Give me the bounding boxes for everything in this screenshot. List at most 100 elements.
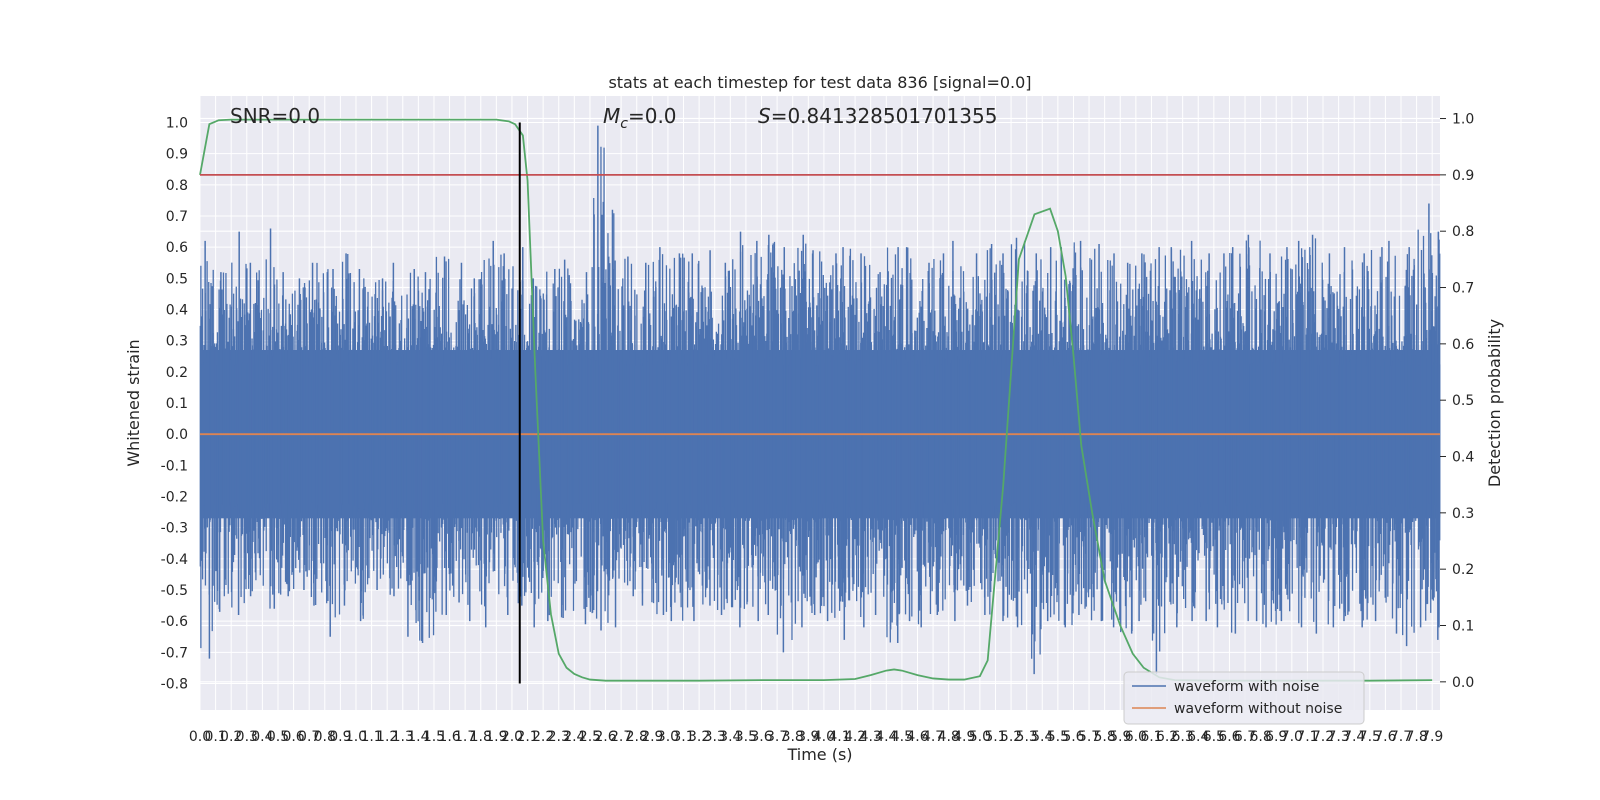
x-tick-label: 5.2 [1000,729,1022,745]
x-tick-label: 3.4 [719,729,741,745]
y-tick-label-right: 1.0 [1452,112,1474,128]
y-tick-label-right: 0.4 [1452,450,1474,466]
y-tick-label-left: 0.0 [166,427,188,443]
x-tick-label: 3.1 [672,729,694,745]
x-tick-label: 5.4 [1031,729,1053,745]
plot-area [199,118,1441,684]
y-tick-label-right: 0.3 [1452,506,1474,522]
legend-label-clean: waveform without noise [1174,701,1342,717]
x-tick-label: 4.3 [860,729,882,745]
s-value: =0.841328501701355 [771,104,998,128]
x-tick-label: 4.9 [953,729,975,745]
x-tick-label: 2.9 [641,729,663,745]
x-tick-label: 5.0 [969,729,991,745]
x-tick-label: 6.9 [1265,729,1287,745]
x-tick-label: 2.7 [610,729,632,745]
y-tick-label-left: -0.3 [161,521,188,537]
y-axis-left-ticks: -0.8 -0.7 -0.6 -0.5 -0.4 -0.3 -0.2 -0.1 0.0 0.1 0.… [161,115,188,692]
legend-label-noise: waveform with noise [1174,679,1319,695]
x-tick-label: 5.8 [1094,729,1116,745]
y-tick-label-left: 0.5 [166,271,188,287]
x-tick-label: 7.1 [1296,729,1318,745]
y-tick-label-right: 0.7 [1452,281,1474,297]
x-tick-label: 4.8 [938,729,960,745]
series-waveform-with-noise [199,125,1441,675]
y-axis-left-label: Whitened strain [124,339,143,466]
x-tick-label: 5.3 [1016,729,1038,745]
x-tick-label: 7.9 [1421,729,1443,745]
x-tick-label: 0.0 [189,729,211,745]
x-tick-label: 1.2 [376,729,398,745]
y-tick-label-left: 0.1 [166,396,188,412]
x-tick-label: 5.6 [1062,729,1084,745]
x-tick-label: 7.0 [1281,729,1303,745]
x-tick-label: 1.0 [345,729,367,745]
x-tick-label: 3.3 [704,729,726,745]
y-tick-label-right: 0.8 [1452,224,1474,240]
x-tick-label: 7.6 [1374,729,1396,745]
x-tick-label: 4.0 [813,729,835,745]
x-tick-label: 3.8 [782,729,804,745]
y-tick-label-left: 1.0 [166,115,188,131]
x-tick-label: 1.1 [360,729,382,745]
y-tick-label-left: 0.7 [166,209,188,225]
chart-title: stats at each timestep for test data 836… [608,73,1031,92]
s-symbol: S [758,104,771,128]
y-tick-label-right: 0.1 [1452,619,1474,635]
x-tick-label: 1.6 [438,729,460,745]
y-axis-right-ticks: 0.0 0.1 0.2 0.3 0.4 0.5 0.6 0.7 0.8 0.9 1.0 [1440,112,1474,691]
x-tick-label: 7.2 [1312,729,1334,745]
x-tick-label: 5.9 [1109,729,1131,745]
x-tick-label: 2.4 [563,729,585,745]
s-annotation: S=0.841328501701355 [758,104,997,128]
legend-box [1123,671,1365,725]
x-tick-label: 3.0 [657,729,679,745]
y-tick-label-left: -0.2 [161,490,188,506]
x-tick-label: 6.5 [1203,729,1225,745]
x-tick-label: 1.7 [454,729,476,745]
x-tick-label: 0.2 [220,729,242,745]
x-axis-label: Time (s) [786,745,852,764]
y-tick-label-left: 0.3 [166,334,188,350]
y-tick-label-right: 0.9 [1452,168,1474,184]
x-tick-label: 4.2 [844,729,866,745]
y-tick-label-left: 0.2 [166,365,188,381]
x-tick-label: 3.7 [766,729,788,745]
x-tick-label: 7.8 [1405,729,1427,745]
x-tick-label: 3.2 [688,729,710,745]
y-tick-label-left: 0.9 [166,147,188,163]
x-tick-label: 0.4 [251,729,273,745]
x-tick-label: 1.3 [392,729,414,745]
y-tick-label-left: 0.8 [166,178,188,194]
y-tick-label-right: 0.5 [1452,393,1474,409]
x-tick-label: 5.5 [1047,729,1069,745]
x-tick-label: 6.3 [1172,729,1194,745]
x-tick-label: 4.1 [828,729,850,745]
y-tick-label-right: 0.2 [1452,562,1474,578]
x-tick-label: 6.4 [1187,729,1209,745]
legend: waveform with noise waveform without noi… [1123,671,1365,725]
y-tick-label-left: 0.4 [166,302,188,318]
x-tick-label: 0.3 [236,729,258,745]
x-tick-label: 4.4 [875,729,897,745]
y-tick-label-right: 0.0 [1452,675,1474,691]
x-axis-ticks: 0.00.10.20.30.40.50.60.70.80.91.01.11.21… [189,729,1443,745]
y-tick-label-left: -0.5 [161,583,188,599]
x-tick-label: 6.7 [1234,729,1256,745]
x-tick-label: 0.8 [314,729,336,745]
y-tick-label-left: -0.1 [161,458,188,474]
chirp-mass-symbol: M [603,104,620,128]
y-tick-label-left: -0.8 [161,677,188,693]
x-tick-label: 7.3 [1327,729,1349,745]
y-tick-label-left: -0.6 [161,614,188,630]
x-tick-label: 6.2 [1156,729,1178,745]
chirp-mass-subscript: c [620,116,628,132]
x-tick-label: 5.7 [1078,729,1100,745]
x-tick-label: 6.6 [1218,729,1240,745]
x-tick-label: 6.0 [1125,729,1147,745]
x-tick-label: 1.9 [485,729,507,745]
y-tick-label-left: -0.7 [161,645,188,661]
x-tick-label: 7.4 [1343,729,1365,745]
x-tick-label: 0.7 [298,729,320,745]
